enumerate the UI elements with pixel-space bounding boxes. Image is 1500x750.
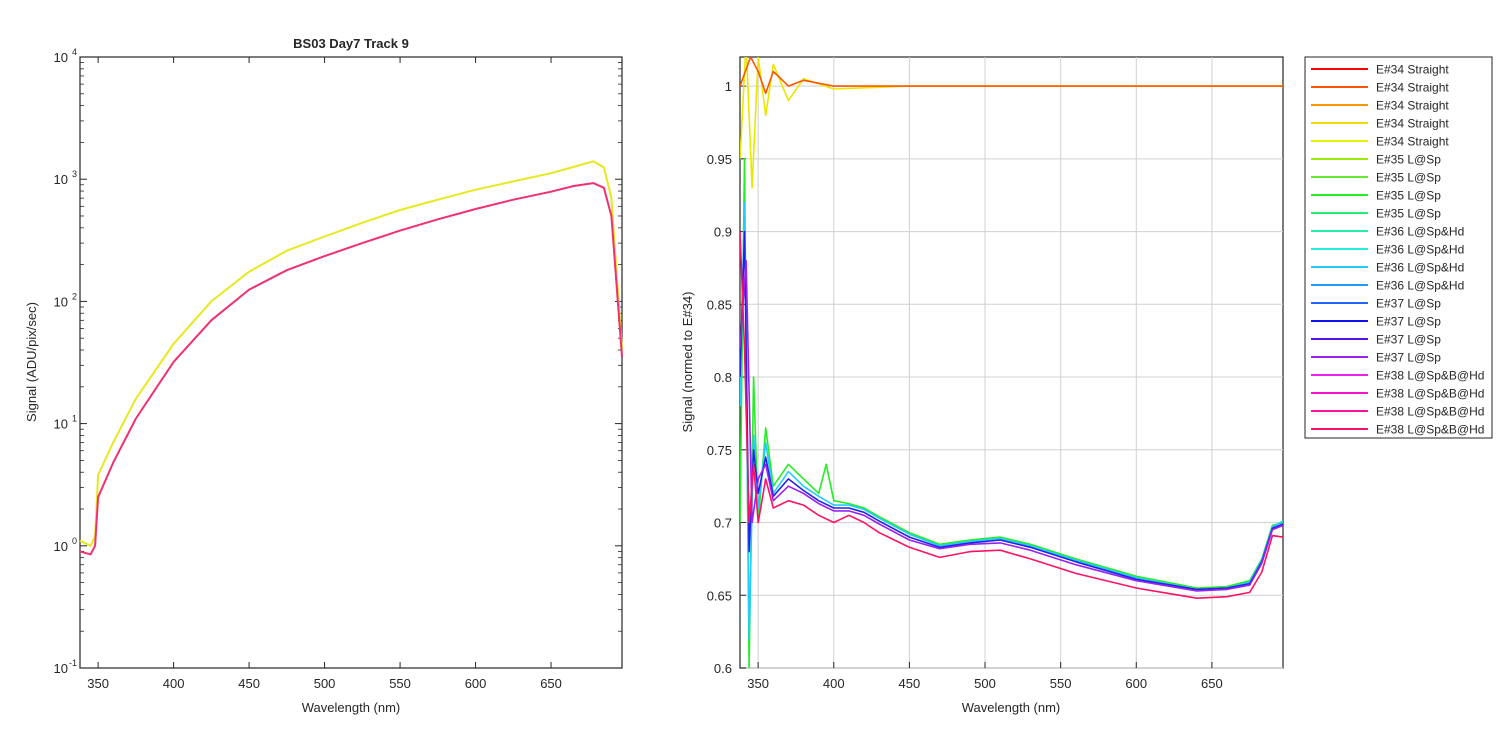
legend-label: E#37 L@Sp: [1376, 315, 1441, 329]
right-x-tick-label: 500: [974, 676, 996, 691]
left-y-tick-label: 10: [54, 539, 68, 554]
right-x-tick-label: 400: [823, 676, 845, 691]
left-y-tick-exponent: 2: [72, 291, 77, 301]
right-x-axis-label: Wavelength (nm): [962, 700, 1061, 715]
legend-label: E#34 Straight: [1376, 99, 1449, 113]
right-y-tick-label: 0.6: [714, 661, 732, 676]
left-y-tick-exponent: 4: [72, 47, 77, 57]
right-x-tick-label: 450: [899, 676, 921, 691]
legend-label: E#37 L@Sp: [1376, 297, 1441, 311]
legend-label: E#34 Straight: [1376, 63, 1449, 77]
legend-label: E#35 L@Sp: [1376, 207, 1441, 221]
right-series-line: [740, 57, 1283, 95]
right-y-tick-label: 0.8: [714, 370, 732, 385]
left-series-line: [79, 182, 623, 556]
left-y-tick-exponent: 3: [72, 169, 77, 179]
right-y-tick-label: 0.95: [707, 152, 732, 167]
left-y-tick-label: 10: [54, 50, 68, 65]
right-plot-area: [739, 56, 1284, 669]
right-y-tick-label: 0.65: [707, 588, 732, 603]
right-y-axis-label: Signal (normed to E#34): [680, 292, 695, 433]
right-series-line: [740, 259, 1283, 592]
left-y-tick-exponent: 0: [72, 536, 77, 546]
right-x-tick-label: 550: [1050, 676, 1072, 691]
legend-label: E#34 Straight: [1376, 81, 1449, 95]
left-y-tick-exponent: 1: [72, 414, 77, 424]
left-x-tick-label: 600: [465, 676, 487, 691]
right-series-line: [740, 230, 1283, 591]
right-x-tick-label: 650: [1201, 676, 1223, 691]
legend-label: E#35 L@Sp: [1376, 189, 1441, 203]
right-y-axis: 0.6 0.65 0.7 0.75 0.8 0.85 0.9 0.95 1: [707, 79, 746, 676]
left-x-tick-label: 550: [389, 676, 411, 691]
right-x-tick-label: 600: [1125, 676, 1147, 691]
right-y-tick-label: 0.75: [707, 443, 732, 458]
legend-label: E#38 L@Sp&B@Hd: [1376, 387, 1484, 401]
legend-label: E#38 L@Sp&B@Hd: [1376, 405, 1484, 419]
legend-label: E#36 L@Sp&Hd: [1376, 243, 1464, 257]
legend-label: E#37 L@Sp: [1376, 351, 1441, 365]
left-x-tick-label: 350: [87, 676, 109, 691]
left-y-tick-label: 10: [54, 294, 68, 309]
right-y-tick-label: 0.85: [707, 297, 732, 312]
left-x-axis: 350 400 450 500 550 600 650: [87, 57, 562, 691]
right-y-tick-label: 0.9: [714, 225, 732, 240]
right-chart: 350 400 450 500 550 600 650 0.60.650.70.750.80…: [680, 56, 1284, 715]
left-x-tick-label: 400: [163, 676, 185, 691]
right-series-group: [740, 57, 1283, 668]
legend-label: E#35 L@Sp: [1376, 171, 1441, 185]
left-y-tick-label: 10: [54, 417, 68, 432]
legend: E#34 Straight E#34 Straight E#34 Straight E…: [1304, 56, 1493, 439]
right-y-tick-label: 0.7: [714, 516, 732, 531]
right-series-line: [740, 231, 1283, 599]
left-x-axis-label: Wavelength (nm): [302, 700, 401, 715]
right-x-tick-label: 350: [747, 676, 769, 691]
left-x-tick-label: 450: [238, 676, 260, 691]
left-chart-title: BS03 Day7 Track 9: [293, 36, 409, 51]
left-y-tick-exponent: -1: [69, 658, 77, 668]
left-plot-area: [79, 56, 623, 669]
right-y-tick-label: 1: [725, 79, 732, 94]
right-grid: [740, 57, 1283, 669]
left-series-line: [79, 160, 623, 547]
left-y-axis-label: Signal (ADU/pix/sec): [24, 302, 39, 422]
legend-label: E#38 L@Sp&B@Hd: [1376, 423, 1484, 437]
legend-label: E#35 L@Sp: [1376, 153, 1441, 167]
right-x-axis: 350 400 450 500 550 600 650: [747, 662, 1223, 691]
legend-label: E#37 L@Sp: [1376, 333, 1441, 347]
legend-label: E#34 Straight: [1376, 117, 1449, 131]
legend-label: E#36 L@Sp&Hd: [1376, 279, 1464, 293]
left-series-group: [79, 160, 623, 556]
legend-label: E#36 L@Sp&Hd: [1376, 261, 1464, 275]
left-y-tick-label: 10: [54, 661, 68, 676]
legend-label: E#36 L@Sp&Hd: [1376, 225, 1464, 239]
left-x-tick-label: 500: [314, 676, 336, 691]
legend-items: E#34 Straight E#34 Straight E#34 Straight E…: [1311, 63, 1484, 437]
legend-label: E#38 L@Sp&B@Hd: [1376, 369, 1484, 383]
left-y-tick-label: 10: [54, 172, 68, 187]
legend-label: E#34 Straight: [1376, 135, 1449, 149]
left-x-tick-label: 650: [540, 676, 562, 691]
